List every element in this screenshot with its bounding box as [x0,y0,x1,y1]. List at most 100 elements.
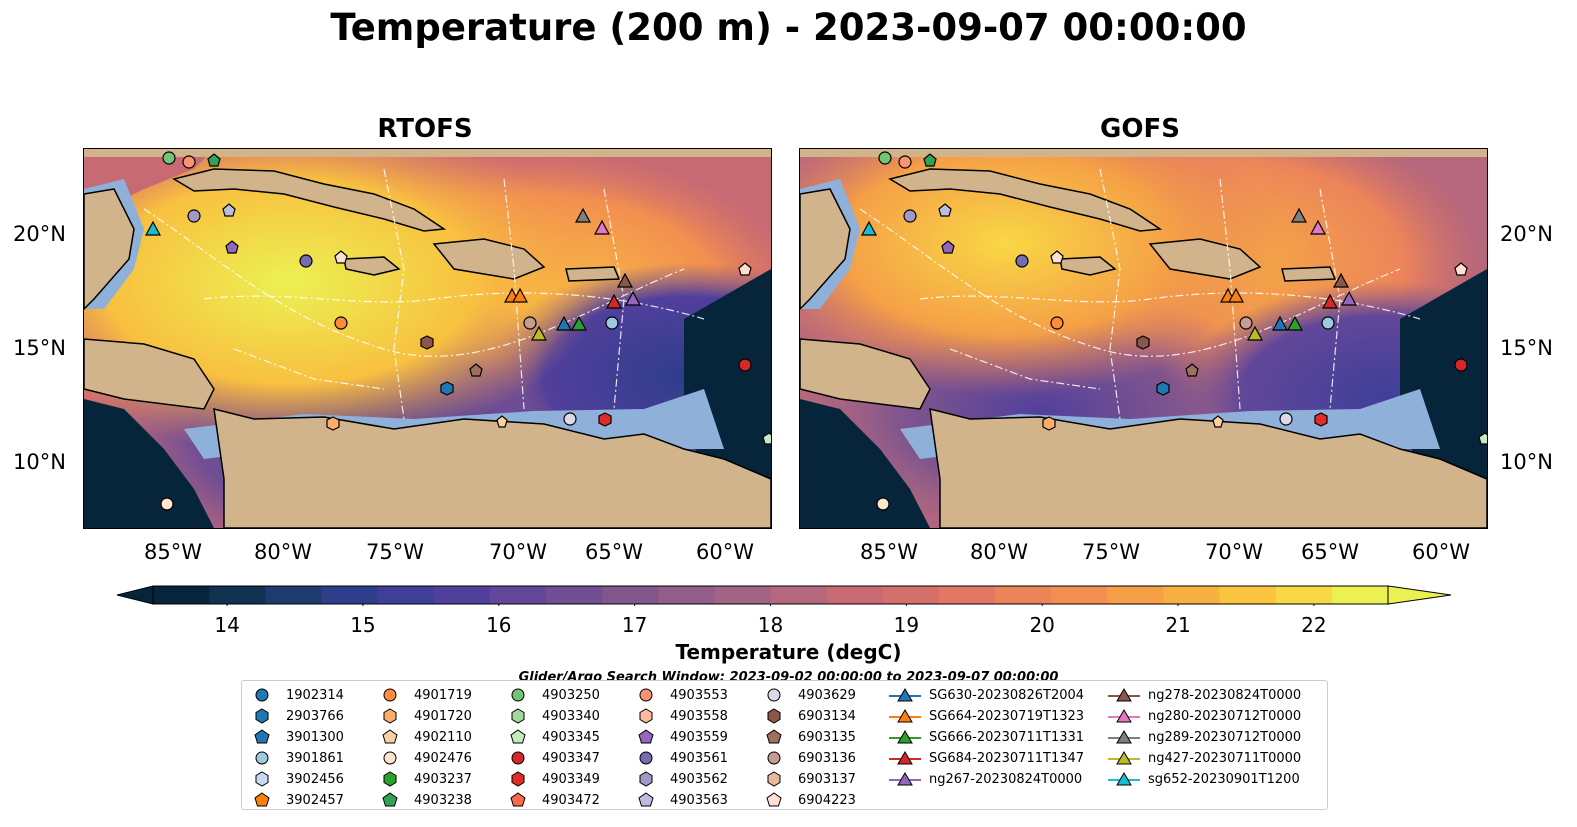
colorbar-segment [209,586,266,604]
colorbar-segment [545,586,603,604]
legend-label: SG666-20230711T1331 [929,730,1085,745]
legend-label: 4902476 [414,751,472,766]
panel-title-gofs: GOFS [1100,114,1180,144]
rtofs-lon-tick: 60°W [696,540,754,564]
legend-marker-hexagon [383,771,397,787]
legend-label: 4903472 [542,793,600,808]
legend-marker-hexagon [639,771,653,787]
legend-label: sg652-20230901T1200 [1148,772,1300,787]
legend-label: ng427-20230711T0000 [1148,751,1302,766]
gofs-lat-tick: 20°N [1500,222,1553,246]
legend-marker-triangle-line [889,751,921,765]
gofs-lon-tick: 70°W [1205,540,1263,564]
gofs-lon-tick: 60°W [1412,540,1470,564]
colorbar-segment [882,586,940,604]
colorbar-segment [995,586,1052,604]
legend-label: 4903345 [542,730,600,745]
gofs-lat-tick: 10°N [1500,450,1553,474]
legend-label: SG664-20230719T1323 [929,709,1085,724]
colorbar-segment [265,586,322,604]
gofs-lon-tick: 65°W [1301,540,1359,564]
colorbar-tick-label: 18 [757,613,784,637]
legend-marker-circle [767,751,781,765]
legend-label: 4903347 [542,751,600,766]
gofs-lon-tick: 80°W [970,540,1028,564]
colorbar-segment [321,586,379,604]
colorbar-segment [489,586,547,604]
legend-marker-hexagon [511,771,525,787]
colorbar-tick-label: 16 [486,613,512,637]
legend-label: 3902457 [286,793,344,808]
legend-marker-triangle-line [1108,772,1140,786]
legend-label: ng267-20230824T0000 [929,772,1083,787]
rtofs-lon-tick: 85°W [144,540,202,564]
legend-marker-pentagon [382,729,398,744]
legend-marker-triangle-line [889,730,921,744]
colorbar-segment [433,586,491,604]
rtofs-map[interactable] [83,148,772,529]
legend-marker-triangle-line [889,688,921,702]
rtofs-lat-tick: 20°N [13,222,66,246]
legend-marker-hexagon [255,771,269,787]
legend-label: 4903561 [670,751,728,766]
colorbar-tick-label: 14 [214,613,240,637]
colorbar [116,585,1452,606]
rtofs-lon-tick: 75°W [366,540,424,564]
legend-marker-pentagon [638,792,654,807]
legend-label: 3901300 [286,730,344,745]
legend-marker-triangle-line [1108,709,1140,723]
colorbar-segment [938,586,996,604]
legend-marker-triangle-line [889,772,921,786]
legend-marker-pentagon [254,729,270,744]
gofs-map[interactable] [799,148,1488,529]
colorbar-segment [153,586,210,604]
legend-marker-pentagon [638,729,654,744]
colorbar-segment [1219,586,1277,604]
rtofs-lat-tick: 15°N [13,336,66,360]
colorbar-segment [1107,586,1164,604]
colorbar-segment [1163,586,1221,604]
legend-label: 4901720 [414,709,472,724]
rtofs-lon-tick: 65°W [585,540,643,564]
colorbar-extend-min [116,585,154,605]
legend-label: 4903629 [798,688,856,703]
legend-label: 3901861 [286,751,344,766]
gofs-map-canvas [800,149,1487,528]
legend-marker-hexagon [767,708,781,724]
legend-label: 4903349 [542,772,600,787]
legend-label: ng289-20230712T0000 [1148,730,1302,745]
legend-label: 3902456 [286,772,344,787]
legend-label: 4903237 [414,772,472,787]
legend-marker-triangle-line [1108,751,1140,765]
legend-label: SG684-20230711T1347 [929,751,1085,766]
colorbar-segment [770,586,828,604]
legend-label: 2903766 [286,709,344,724]
legend-marker-hexagon [383,708,397,724]
colorbar-label: Temperature (degC) [675,640,902,664]
legend-marker-hexagon [255,708,269,724]
legend-label: 6904223 [798,793,856,808]
legend-marker-hexagon [639,708,653,724]
legend-marker-pentagon [766,792,782,807]
legend-marker-circle [639,751,653,765]
legend-label: 4903238 [414,793,472,808]
colorbar-tick-label: 20 [1029,613,1055,637]
figure-title: Temperature (200 m) - 2023-09-07 00:00:0… [330,6,1247,49]
legend-label: 4903250 [542,688,600,703]
legend-label: 4903340 [542,709,600,724]
legend: 1902314 2903766 3901300 3901861 3902456 39024… [241,680,1328,810]
legend-marker-pentagon [382,792,398,807]
legend-marker-pentagon [766,729,782,744]
legend-label: 6903136 [798,751,856,766]
legend-marker-triangle-line [1108,688,1140,702]
colorbar-tick-label: 15 [350,613,376,637]
colorbar-segment [1275,586,1333,604]
colorbar-segment [826,586,884,604]
rtofs-lon-tick: 70°W [489,540,547,564]
colorbar-tick-label: 22 [1301,613,1327,637]
rtofs-map-canvas [84,149,771,528]
legend-label: 6903134 [798,709,856,724]
colorbar-segment [658,586,715,604]
legend-label: 4903562 [670,772,728,787]
colorbar-tick-label: 19 [893,613,920,637]
